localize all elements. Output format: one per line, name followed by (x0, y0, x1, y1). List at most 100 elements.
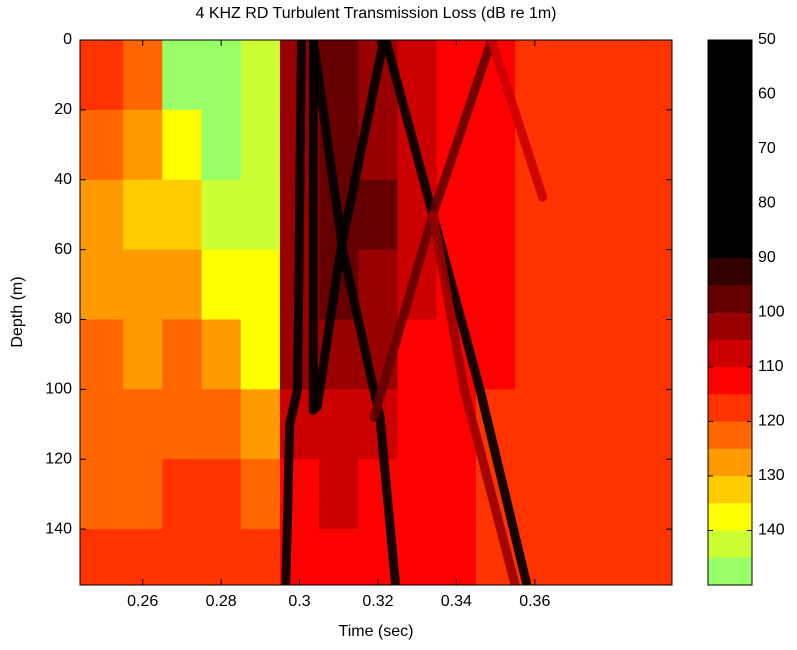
colorbar-band (708, 149, 752, 177)
heat-cell (593, 389, 634, 460)
y-tick-label: 140 (45, 520, 72, 537)
heat-cell (475, 249, 516, 320)
y-tick-label: 0 (63, 31, 72, 48)
heat-cell (632, 389, 672, 460)
y-tick-label: 100 (45, 381, 72, 398)
colorbar-band (708, 503, 752, 531)
colorbar-band (708, 40, 752, 68)
y-tick-label: 60 (54, 241, 72, 258)
heat-cell (515, 249, 555, 320)
colorbar-tick-label: 70 (758, 140, 776, 157)
heat-cell (554, 459, 595, 530)
heat-cell (632, 529, 672, 585)
heat-cell (593, 529, 634, 585)
heat-cell (515, 179, 555, 251)
heat-cell (80, 179, 124, 251)
heat-cell (632, 179, 672, 251)
heat-cell (397, 319, 438, 390)
heat-cell (80, 389, 124, 460)
y-tick-label: 20 (54, 101, 72, 118)
x-tick-label: 0.28 (206, 593, 237, 610)
heat-cell (554, 319, 595, 390)
heat-cell (554, 529, 595, 585)
heat-cell (436, 459, 477, 530)
ray-path (312, 40, 389, 412)
heat-cell (554, 109, 595, 181)
heat-cell (80, 109, 124, 181)
colorbar-tick-label: 100 (758, 304, 785, 321)
heat-cell (201, 529, 242, 585)
heat-cell (201, 319, 242, 390)
heat-cell (162, 389, 203, 460)
heat-cell (240, 40, 281, 111)
heat-cell (80, 319, 124, 390)
colorbar-band (708, 394, 752, 422)
colorbar-band (708, 176, 752, 204)
heat-cell (240, 319, 281, 390)
heat-cell (162, 249, 203, 320)
heat-cell (475, 319, 516, 390)
heat-cell (240, 179, 281, 251)
heat-cell (397, 459, 438, 530)
heat-cell (162, 319, 203, 390)
heat-cell (162, 459, 203, 530)
heat-cell (162, 109, 203, 181)
heat-cell (358, 249, 399, 320)
heat-cell (554, 40, 595, 111)
x-tick-label: 0.34 (441, 593, 472, 610)
x-tick-label: 0.32 (362, 593, 393, 610)
heat-cell (632, 109, 672, 181)
heat-cell (319, 529, 359, 585)
y-tick-label: 80 (54, 311, 72, 328)
heat-cell (201, 179, 242, 251)
colorbar-band (708, 530, 752, 559)
colorbar-tick-label: 120 (758, 413, 785, 430)
heat-cell (358, 179, 399, 251)
colorbar-tick-label: 50 (758, 31, 776, 48)
heat-cell (80, 529, 124, 585)
colorbar-tick-label: 90 (758, 249, 776, 266)
colorbar-band (708, 557, 752, 586)
heat-cell (162, 529, 203, 585)
heat-cell (201, 389, 242, 460)
heat-cell (632, 319, 672, 390)
heat-cell (632, 459, 672, 530)
heat-cell (515, 459, 555, 530)
heat-cell (319, 389, 359, 460)
heat-cell (123, 529, 163, 585)
heat-cell (80, 459, 124, 530)
colorbar-tick-label: 110 (758, 358, 784, 375)
heat-cell (123, 249, 163, 320)
colorbar-band (708, 94, 752, 123)
heat-cell (201, 109, 242, 181)
heat-cell (123, 109, 163, 181)
heat-cell (123, 179, 163, 251)
colorbar-tick-label: 140 (758, 522, 785, 539)
colorbar-band (708, 121, 752, 150)
colorbar-band (708, 203, 752, 232)
heat-cell (162, 179, 203, 251)
colorbar-band (708, 367, 752, 395)
x-tick-label: 0.36 (519, 593, 550, 610)
colorbar-band (708, 421, 752, 450)
heat-cell (593, 40, 634, 111)
heat-cell (201, 459, 242, 530)
colorbar-band (708, 312, 752, 341)
colorbar-tick-label: 60 (758, 86, 776, 103)
colorbar-tick-label: 80 (758, 195, 776, 212)
heat-cell (397, 529, 438, 585)
heat-cell (515, 40, 555, 111)
heat-cell (515, 319, 555, 390)
heat-cell (593, 319, 634, 390)
heat-cell (593, 249, 634, 320)
heat-cell (397, 389, 438, 460)
y-axis-label: Depth (m) (9, 276, 26, 347)
colorbar-band (708, 258, 752, 286)
x-tick-label: 0.26 (127, 593, 158, 610)
heat-cell (436, 529, 477, 585)
colorbar-band (708, 339, 752, 368)
heat-cell (80, 40, 124, 111)
heat-cell (593, 109, 634, 181)
heat-cell (240, 249, 281, 320)
